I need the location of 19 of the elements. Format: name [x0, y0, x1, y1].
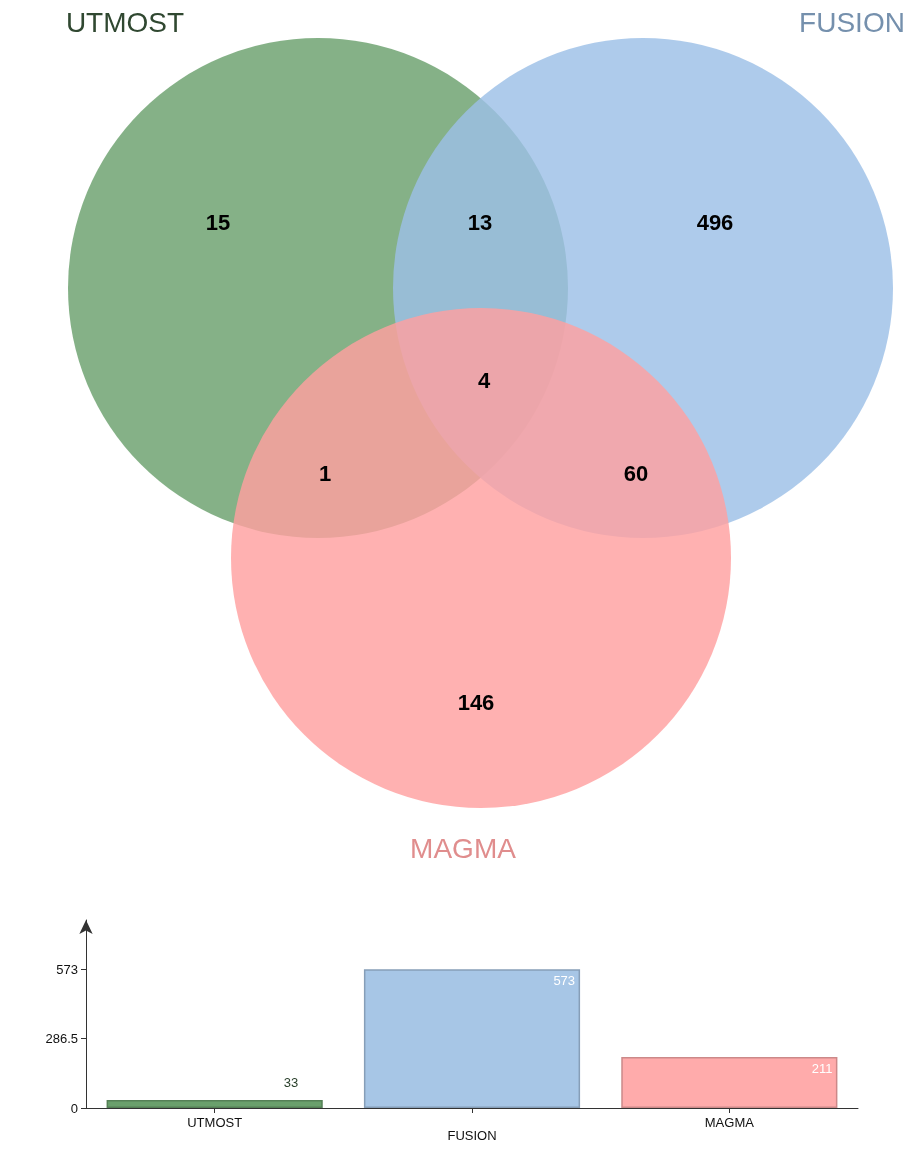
y-tick-label: 573 — [56, 961, 78, 977]
text: 496 — [696, 209, 734, 235]
text: 146 — [457, 689, 495, 715]
text: 1 — [318, 460, 332, 486]
data-label: 211 — [811, 1060, 833, 1076]
text: 4 — [477, 367, 491, 393]
category-label: MAGMA — [410, 832, 517, 864]
category-label: FUSION — [799, 6, 905, 38]
data-label: 33 — [283, 1075, 299, 1091]
text: 13 — [467, 209, 493, 235]
y-tick-label: 286.5 — [45, 1031, 78, 1047]
y-tick-label: 0 — [70, 1100, 78, 1116]
category-label: UTMOST — [65, 6, 185, 38]
bar — [363, 969, 581, 1108]
data-label: 573 — [553, 973, 576, 989]
text: 15 — [205, 209, 231, 235]
bar — [106, 1100, 323, 1108]
bar — [621, 1056, 838, 1108]
text: 60 — [623, 460, 649, 486]
